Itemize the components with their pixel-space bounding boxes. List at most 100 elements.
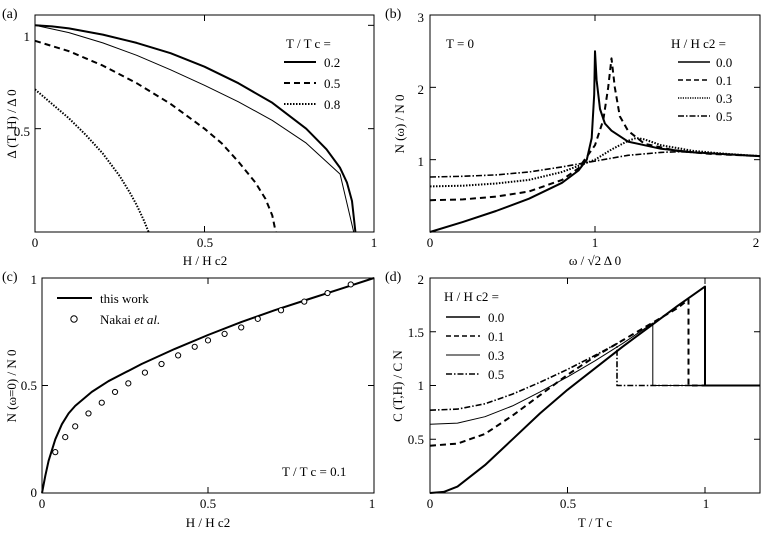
panel-a-legend-label: 0.2 (324, 55, 340, 70)
panel-b-legend-label: 0.0 (716, 55, 732, 70)
panel-c-data-point (324, 289, 331, 297)
panel-b: (b) 0 1 2 1 2 3 ω / √2 Δ 0 N (ω) / N 0 T… (385, 7, 761, 268)
panel-c-legend-swatch (70, 315, 78, 323)
panel-b-series-0.1 (429, 57, 761, 202)
panel-b-ylabel: N (ω) / N 0 (392, 94, 407, 153)
panel-c-legend-label: this work (100, 291, 149, 306)
panel-a-ytick-labels: 0.5 1 (14, 29, 30, 139)
panel-d-legend-label: 0.3 (488, 348, 504, 363)
panel-b-annotation: T = 0 (446, 36, 474, 51)
panel-d-legend: H / H c2 = 0.0 0.1 0.3 0.5 (444, 289, 504, 382)
panel-c-data-point (277, 307, 285, 314)
chart-marks (34, 14, 761, 494)
panel-d-legend-title: H / H c2 = (444, 289, 499, 304)
panel-c-frame (41, 277, 375, 494)
panel-b-ytick-label: 1 (418, 154, 425, 169)
panel-c-data-point (141, 369, 149, 376)
panel-d-series-0.0 (429, 285, 760, 494)
panel-b-legend-label: 0.3 (716, 91, 732, 106)
panel-b-legend-title: H / H c2 = (671, 36, 726, 51)
panel-d-ytick-label: 1 (418, 378, 425, 393)
panel-b-label: (b) (385, 7, 402, 22)
panel-c-data-point (52, 449, 59, 456)
panel-c: (c) 0 0.5 1 0 0.5 1 H / H c2 N (ω=0) / N… (2, 270, 375, 530)
panel-a-label: (a) (2, 7, 18, 22)
panel-a-legend-title: T / T c = (286, 36, 331, 51)
panel-b-legend-label: 0.5 (716, 109, 732, 124)
panel-c-data-point (301, 298, 308, 305)
panel-b-ytick-labels: 1 2 3 (418, 10, 425, 169)
panel-c-label: (c) (2, 270, 18, 285)
panel-d-series-0.1 (429, 298, 760, 447)
legend-nakai-prefix: Nakai (100, 312, 134, 327)
panel-b-xtick-label: 0 (427, 235, 434, 250)
panel-d-ytick-label: 0.5 (408, 432, 424, 447)
panel-d-xtick-label: 0 (427, 496, 434, 511)
panel-a-xtick-label: 0 (32, 235, 39, 250)
panel-b-series-0.5 (429, 150, 761, 178)
panel-d-legend-label: 0.0 (488, 310, 504, 325)
panel-b-series-0.0 (429, 50, 761, 233)
panel-c-legend: this work Nakai et al. (57, 291, 160, 327)
panel-a-xtick-label: 1 (371, 235, 378, 250)
panel-b-ytick-label: 2 (418, 82, 425, 97)
panel-c-ytick-labels: 0 0.5 1 (21, 272, 37, 500)
panel-c-data-point (98, 399, 105, 406)
panel-d-xtick-label: 1 (703, 496, 710, 511)
panel-d-legend-label: 0.1 (488, 329, 504, 344)
panel-c-xtick-label: 0 (39, 496, 46, 511)
panel-c-xlabel: H / H c2 (186, 515, 230, 530)
panel-c-data-point (175, 352, 182, 359)
panel-c-data-point (85, 410, 92, 417)
panel-a-xtick-label: 0.5 (197, 235, 213, 250)
panel-c-data-point (111, 388, 119, 396)
panel-c-series-thiswork (41, 277, 375, 494)
panel-d-label: (d) (385, 270, 402, 285)
panel-c-annotation: T / T c = 0.1 (282, 464, 346, 479)
panel-c-data-point (125, 380, 132, 387)
panel-a: (a) 0 0.5 1 0.5 1 H / H c2 Δ (T, H) / Δ … (2, 7, 377, 268)
panel-b-legend-label: 0.1 (716, 73, 732, 88)
panel-b-xlabel: ω / √2 Δ 0 (569, 253, 621, 268)
panel-d-ytick-labels: 0.5 1 1.5 2 (408, 272, 424, 447)
panel-b-xtick-labels: 0 1 2 (427, 235, 760, 250)
panel-d-xlabel: T / T c (578, 515, 613, 530)
panel-c-ytick-label: 0 (31, 485, 38, 500)
panel-c-data-point (204, 337, 212, 344)
panel-c-xtick-labels: 0 0.5 1 (39, 496, 376, 511)
panel-a-ytick-label: 0.5 (14, 124, 30, 139)
legend-nakai-etal: et al. (134, 312, 160, 327)
panel-d-xtick-labels: 0 0.5 1 (427, 496, 710, 511)
panel-c-ytick-label: 0.5 (21, 378, 37, 393)
panel-a-series-0.2 (34, 24, 357, 233)
panel-c-ylabel: N (ω=0) / N 0 (4, 350, 19, 423)
panel-a-series-0.5 (34, 39, 277, 233)
panel-d-ylabel: C (T,H) / C N (390, 350, 405, 422)
panel-d: (d) 0 0.5 1 0.5 1 1.5 2 T / T c C (T,H) … (385, 270, 761, 530)
panel-c-ytick-label: 1 (31, 272, 38, 287)
panel-d-legend-label: 0.5 (488, 367, 504, 382)
panel-a-xtick-labels: 0 0.5 1 (32, 235, 378, 250)
panel-a-legend-label: 0.8 (324, 97, 340, 112)
panel-d-xtick-label: 0.5 (560, 496, 576, 511)
panel-b-ytick-label: 3 (418, 10, 425, 25)
panel-c-legend-label: Nakai et al. (100, 312, 160, 327)
panel-a-xlabel: H / H c2 (183, 253, 227, 268)
panel-a-series-0.8 (34, 88, 150, 233)
panel-c-data-point (72, 423, 79, 430)
panel-b-xtick-label: 1 (592, 235, 599, 250)
panel-d-ytick-label: 1.5 (408, 325, 424, 340)
panel-b-xtick-label: 2 (753, 235, 760, 250)
panel-a-series-line3 (34, 24, 355, 233)
panel-c-data-point (347, 281, 354, 288)
panel-c-data-point (191, 343, 198, 350)
panel-c-data-point (221, 330, 228, 337)
panel-a-ylabel: Δ (T, H) / Δ 0 (4, 89, 19, 158)
panel-d-series-0.3 (429, 322, 760, 425)
panel-a-ytick-label: 1 (24, 29, 31, 44)
panel-c-data-point (158, 360, 165, 368)
panel-a-legend: T / T c = 0.2 0.5 0.8 (284, 36, 340, 112)
panel-c-xtick-label: 0.5 (200, 496, 216, 511)
panel-d-series-0.5 (429, 342, 760, 411)
